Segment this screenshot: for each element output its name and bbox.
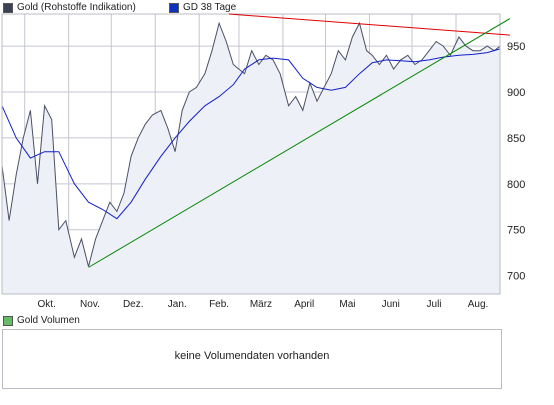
volume-empty-message: keine Volumendaten vorhanden xyxy=(174,350,330,362)
x-tick-label: Jan. xyxy=(168,299,187,310)
legend-ma-label: GD 38 Tage xyxy=(183,2,237,13)
legend-main-swatch xyxy=(3,2,13,13)
y-tick-label: 700 xyxy=(507,271,525,283)
x-tick-label: Dez. xyxy=(123,299,144,310)
plot-frame xyxy=(1,13,501,295)
series-price-line xyxy=(2,21,501,267)
x-tick-label: April xyxy=(294,299,314,310)
trendline-resistance xyxy=(228,13,510,36)
legend-ma-swatch xyxy=(169,2,179,13)
x-tick-label: März xyxy=(250,299,272,310)
y-tick-label: 750 xyxy=(507,225,525,237)
legend-ma: GD 38 Tage xyxy=(169,1,236,14)
legend-volume-label: Gold Volumen xyxy=(17,315,80,326)
y-tick-label: 850 xyxy=(507,133,525,145)
x-tick-label: Aug. xyxy=(468,299,489,310)
x-tick-label: Nov. xyxy=(80,299,100,310)
series-ma-line xyxy=(2,48,501,220)
price-chart: 700 750 800 850 900 950 Okt. Nov. Dez. Jan. Feb. M… xyxy=(1,13,525,310)
trendline-support xyxy=(88,18,511,268)
y-tick-label: 900 xyxy=(507,87,525,99)
volume-panel: keine Volumendaten vorhanden xyxy=(2,329,502,389)
x-tick-label: Mai xyxy=(339,299,355,310)
x-tick-label: Feb. xyxy=(209,299,229,310)
y-tick-label: 800 xyxy=(507,179,525,191)
y-tick-label: 950 xyxy=(507,41,525,53)
x-tick-label: Juli xyxy=(427,299,442,310)
legend-volume-swatch xyxy=(3,315,13,326)
x-tick-label: Juni xyxy=(382,299,400,310)
legend-main: Gold (Rohstoffe Indikation) xyxy=(3,1,136,14)
price-area xyxy=(2,23,500,294)
x-tick-label: Okt. xyxy=(38,299,56,310)
legend-main-label: Gold (Rohstoffe Indikation) xyxy=(17,2,136,13)
legend-volume: Gold Volumen xyxy=(3,314,80,327)
